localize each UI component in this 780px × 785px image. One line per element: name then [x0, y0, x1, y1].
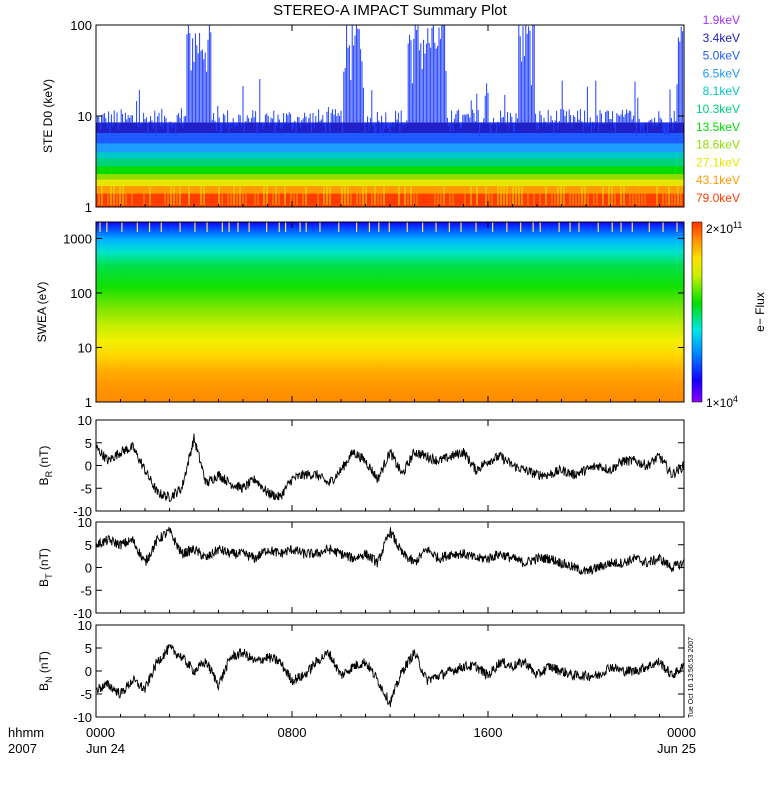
- xtick-label-time: 0000: [86, 725, 115, 740]
- bt-ylabel: BT (nT): [37, 548, 54, 587]
- br-ytick-label: -10: [73, 504, 92, 519]
- chart-title: STEREO-A IMPACT Summary Plot: [273, 2, 507, 19]
- ste-ytick-label: 1: [85, 200, 92, 215]
- ste-spikes: [95, 25, 685, 137]
- swea-ytick-label: 1000: [63, 231, 92, 246]
- swea-ytick-label: 1: [85, 395, 92, 410]
- swea-ytick-label: 10: [78, 340, 92, 355]
- ste-ytick-label: 100: [70, 18, 92, 33]
- bn-ylabel-unit: (nT): [37, 651, 51, 676]
- xtick-label-time: 0000: [667, 725, 696, 740]
- ste-legend-10.3keV: 10.3keV: [696, 102, 740, 116]
- bn-ylabel-sub: N: [44, 676, 54, 683]
- bn-ytick-label: -10: [73, 710, 92, 725]
- colorbar: [691, 221, 703, 403]
- xtick-label-time: 0800: [278, 725, 307, 740]
- swea-ylabel: SWEA (eV): [35, 282, 49, 343]
- bt-ytick-label: -5: [80, 583, 92, 598]
- ste-ytick-label: 10: [78, 109, 92, 124]
- ste-legend-1.9keV: 1.9keV: [703, 13, 740, 27]
- bt-frame: [95, 521, 685, 614]
- br-ytick-label: 5: [85, 436, 92, 451]
- time-axis-year-label: 2007: [8, 741, 37, 756]
- ste-legend-13.5keV: 13.5keV: [696, 120, 740, 134]
- file-stamp: Tue Oct 16 13:56:53 2007: [688, 637, 695, 718]
- colorbar-label: e− Flux: [753, 292, 767, 332]
- ste-legend-43.1keV: 43.1keV: [696, 173, 740, 187]
- swea-ytick-label: 100: [70, 286, 92, 301]
- ste-legend-8.1keV: 8.1keV: [703, 84, 740, 98]
- br-trace: [95, 433, 685, 503]
- br-ylabel: BR (nT): [37, 446, 54, 486]
- ste-legend-3.4keV: 3.4keV: [703, 31, 740, 45]
- br-ytick-label: 10: [78, 413, 92, 428]
- colorbar-max-exponent: 11: [733, 220, 742, 230]
- ste-legend-6.5keV: 6.5keV: [703, 66, 740, 80]
- swea-spikes: [99, 222, 678, 232]
- br-ylabel-unit: (nT): [37, 446, 51, 471]
- ste-ylabel: STE D0 (keV): [41, 79, 55, 153]
- bt-ylabel-unit: (nT): [37, 548, 51, 573]
- xtick-label-date: Jun 25: [657, 741, 696, 756]
- ste-legend-27.1keV: 27.1keV: [696, 155, 740, 169]
- bt-ytick-label: 0: [85, 561, 92, 576]
- bt-ytick-label: 10: [78, 515, 92, 530]
- colorbar-min-label: 1×104: [706, 394, 738, 410]
- ste-legend-5.0keV: 5.0keV: [703, 49, 740, 63]
- xtick-label-date: Jun 24: [86, 741, 125, 756]
- br-ylabel-sub: R: [44, 470, 54, 477]
- xtick-label-time: 1600: [474, 725, 503, 740]
- ste-legend-18.6keV: 18.6keV: [696, 138, 740, 152]
- bt-trace: [95, 526, 685, 575]
- colorbar-min-exponent: 4: [733, 394, 738, 404]
- bt-ytick-label: -10: [73, 606, 92, 621]
- bn-ytick-label: 5: [85, 641, 92, 656]
- bn-ytick-label: 10: [78, 618, 92, 633]
- ste-legend-79.0keV: 79.0keV: [696, 191, 740, 205]
- swea-heatmap: [96, 222, 684, 402]
- bn-ytick-label: -5: [80, 687, 92, 702]
- time-axis-unit-label: hhmm: [8, 725, 44, 740]
- bt-ytick-label: 5: [85, 538, 92, 553]
- bn-ytick-label: 0: [85, 664, 92, 679]
- bn-trace: [95, 644, 685, 707]
- colorbar-max-label: 2×1011: [706, 220, 742, 236]
- bn-ylabel: BN (nT): [37, 651, 54, 691]
- ste-noise: [95, 179, 682, 206]
- bt-ylabel-sub: T: [44, 573, 54, 579]
- br-ytick-label: 0: [85, 459, 92, 474]
- br-ytick-label: -5: [80, 481, 92, 496]
